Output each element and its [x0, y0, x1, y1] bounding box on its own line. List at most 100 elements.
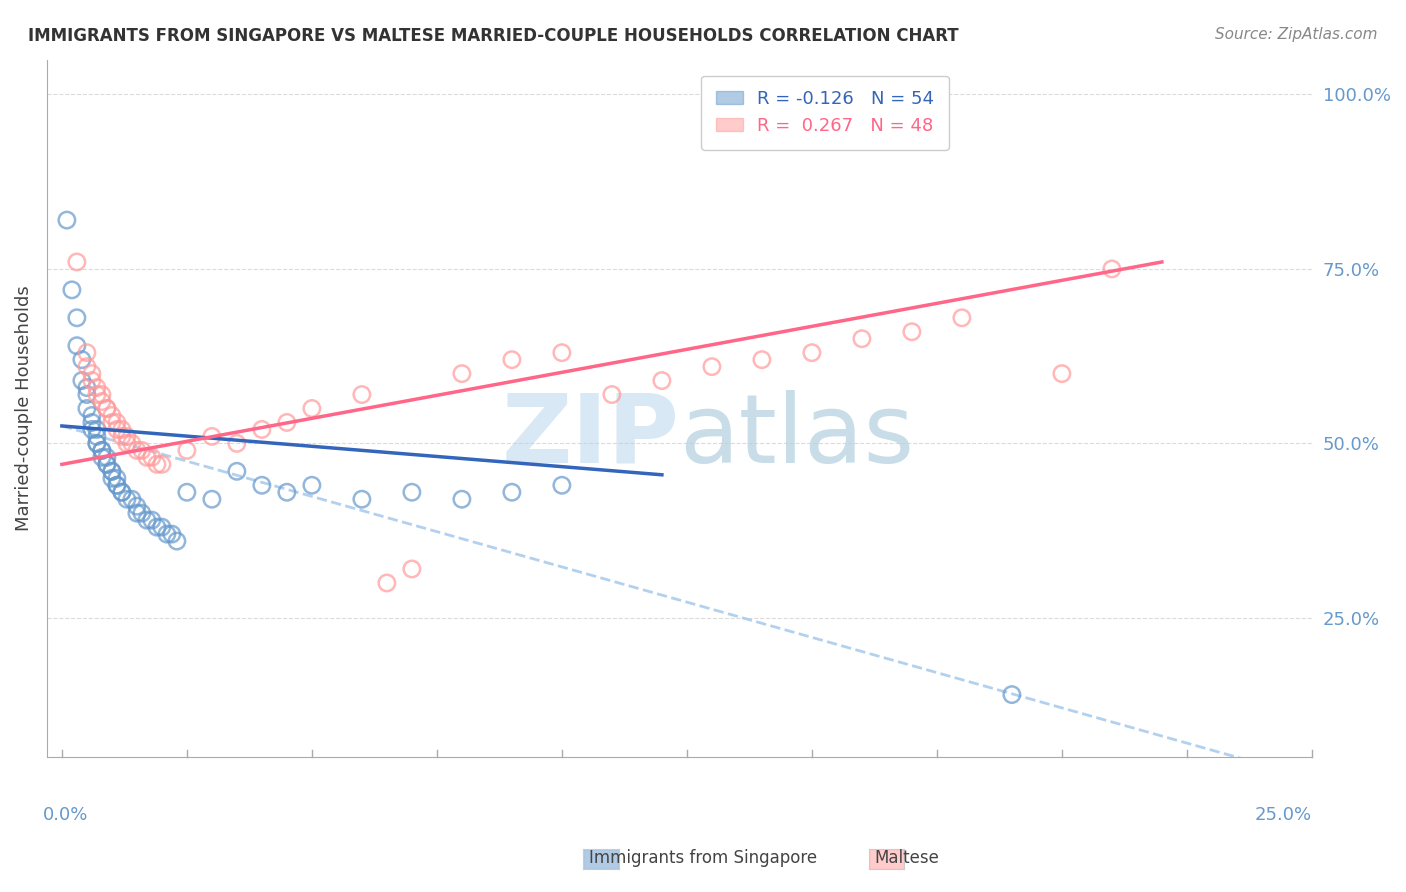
Point — [115, 436, 138, 450]
Text: Maltese: Maltese — [875, 849, 939, 867]
Text: ZIP: ZIP — [502, 390, 679, 483]
Point — [90, 443, 112, 458]
Point — [96, 458, 118, 472]
Point — [1101, 262, 1123, 277]
Point — [80, 422, 103, 436]
Point — [600, 387, 623, 401]
Point — [101, 409, 124, 423]
Point — [176, 485, 198, 500]
Text: IMMIGRANTS FROM SINGAPORE VS MALTESE MARRIED-COUPLE HOUSEHOLDS CORRELATION CHART: IMMIGRANTS FROM SINGAPORE VS MALTESE MAR… — [28, 27, 959, 45]
Point — [551, 345, 574, 359]
Point — [76, 380, 98, 394]
Point — [201, 492, 224, 507]
Point — [751, 352, 773, 367]
Point — [401, 562, 423, 576]
Point — [90, 443, 112, 458]
Point — [101, 464, 124, 478]
Point — [121, 492, 143, 507]
Point — [125, 443, 148, 458]
Point — [70, 374, 93, 388]
Point — [131, 506, 153, 520]
Text: atlas: atlas — [679, 390, 914, 483]
Point — [66, 310, 89, 325]
Point — [105, 478, 128, 492]
Point — [80, 416, 103, 430]
Point — [96, 458, 118, 472]
Point — [901, 325, 924, 339]
Point — [80, 367, 103, 381]
Y-axis label: Married-couple Households: Married-couple Households — [15, 285, 32, 532]
Point — [1050, 367, 1073, 381]
Point — [96, 401, 118, 416]
Point — [105, 422, 128, 436]
Point — [150, 458, 173, 472]
Point — [350, 387, 373, 401]
Point — [115, 492, 138, 507]
Text: 0.0%: 0.0% — [44, 806, 89, 824]
Point — [80, 409, 103, 423]
Point — [651, 374, 673, 388]
Point — [201, 429, 224, 443]
Point — [176, 443, 198, 458]
Point — [90, 387, 112, 401]
Point — [276, 416, 298, 430]
Point — [250, 422, 273, 436]
Point — [115, 429, 138, 443]
Point — [90, 450, 112, 465]
Point — [86, 387, 108, 401]
Point — [851, 332, 873, 346]
Point — [96, 401, 118, 416]
Point — [86, 429, 108, 443]
Point — [101, 464, 124, 478]
Point — [800, 345, 823, 359]
Point — [101, 471, 124, 485]
Point — [141, 513, 163, 527]
Point — [90, 394, 112, 409]
Point — [96, 450, 118, 465]
Point — [501, 352, 523, 367]
Point — [156, 527, 179, 541]
Point — [86, 436, 108, 450]
Legend: R = -0.126   N = 54, R =  0.267   N = 48: R = -0.126 N = 54, R = 0.267 N = 48 — [702, 76, 949, 150]
Point — [166, 534, 188, 549]
Point — [401, 485, 423, 500]
Point — [125, 499, 148, 513]
Point — [700, 359, 723, 374]
Point — [451, 492, 474, 507]
Point — [135, 513, 157, 527]
Point — [146, 458, 169, 472]
Point — [301, 478, 323, 492]
Point — [451, 367, 474, 381]
Point — [60, 283, 83, 297]
Point — [76, 345, 98, 359]
Text: Immigrants from Singapore: Immigrants from Singapore — [589, 849, 817, 867]
Point — [950, 310, 973, 325]
Point — [111, 429, 134, 443]
Text: 25.0%: 25.0% — [1254, 806, 1312, 824]
Point — [225, 464, 247, 478]
Point — [70, 352, 93, 367]
Point — [250, 478, 273, 492]
Point — [111, 485, 134, 500]
Point — [150, 520, 173, 534]
Point — [76, 401, 98, 416]
Point — [105, 416, 128, 430]
Point — [80, 374, 103, 388]
Point — [551, 478, 574, 492]
Point — [225, 436, 247, 450]
Point — [111, 485, 134, 500]
Point — [86, 380, 108, 394]
Point — [375, 576, 398, 591]
Point — [111, 422, 134, 436]
Point — [66, 339, 89, 353]
Point — [121, 436, 143, 450]
Point — [146, 520, 169, 534]
Point — [66, 255, 89, 269]
Point — [131, 443, 153, 458]
Point — [86, 436, 108, 450]
Point — [105, 471, 128, 485]
Point — [76, 387, 98, 401]
Point — [501, 485, 523, 500]
Point — [105, 478, 128, 492]
Point — [141, 450, 163, 465]
